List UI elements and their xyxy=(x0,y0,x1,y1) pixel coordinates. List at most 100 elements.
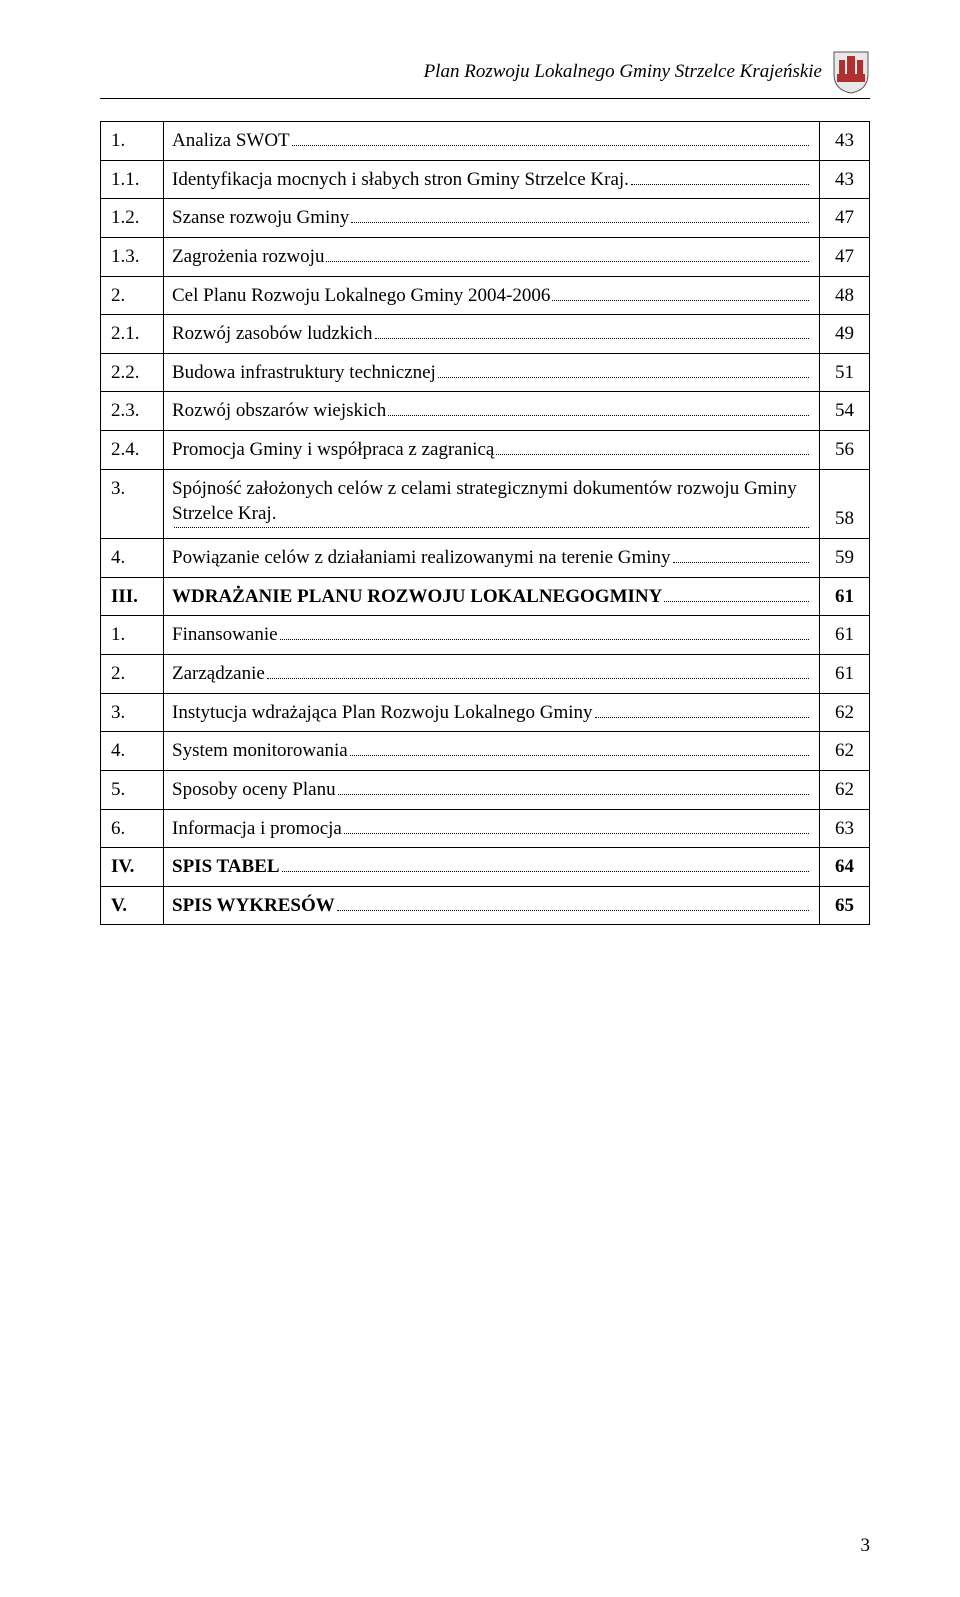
toc-row-number: 4. xyxy=(101,732,164,771)
toc-leader-dots xyxy=(344,833,809,834)
toc-row-label-cell: Cel Planu Rozwoju Lokalnego Gminy 2004-2… xyxy=(164,276,820,315)
toc-leader-dots xyxy=(337,910,809,911)
toc-row-label-cell: SPIS WYKRESÓW xyxy=(164,886,820,925)
toc-row-label: Instytucja wdrażająca Plan Rozwoju Lokal… xyxy=(172,700,593,726)
page-number: 3 xyxy=(861,1535,871,1557)
tower-right xyxy=(857,60,863,76)
toc-entry: Rozwój zasobów ludzkich xyxy=(172,321,811,347)
toc-row-number: 1.3. xyxy=(101,237,164,276)
toc-entry: Analiza SWOT xyxy=(172,128,811,154)
toc-row-page: 62 xyxy=(820,693,870,732)
table-row: 2. Cel Planu Rozwoju Lokalnego Gminy 2004… xyxy=(101,276,870,315)
toc-row-page: 56 xyxy=(820,431,870,470)
toc-row-page: 47 xyxy=(820,199,870,238)
toc-row-label-cell: Informacja i promocja xyxy=(164,809,820,848)
toc-row-label-cell: Budowa infrastruktury technicznej xyxy=(164,353,820,392)
toc-row-page: 61 xyxy=(820,654,870,693)
toc-row-label: Promocja Gminy i współpraca z zagranicą xyxy=(172,437,494,463)
toc-leader-dots xyxy=(174,527,809,528)
toc-entry: Sposoby oceny Planu xyxy=(172,777,811,803)
toc-leader-dots xyxy=(351,222,809,223)
toc-row-label: Rozwój obszarów wiejskich xyxy=(172,398,386,424)
toc-row-label: Spójność założonych celów z celami strat… xyxy=(172,476,811,527)
toc-leader-dots xyxy=(375,338,809,339)
toc-row-label-cell: Zarządzanie xyxy=(164,654,820,693)
toc-row-label-cell: Finansowanie xyxy=(164,616,820,655)
table-row: V.SPIS WYKRESÓW65 xyxy=(101,886,870,925)
toc-entry: SPIS TABEL xyxy=(172,854,811,880)
toc-entry: Cel Planu Rozwoju Lokalnego Gminy 2004-2… xyxy=(172,283,811,309)
table-row: 3. Instytucja wdrażająca Plan Rozwoju Lok… xyxy=(101,693,870,732)
toc-row-label: Szanse rozwoju Gminy xyxy=(172,205,349,231)
table-row: 2.4.Promocja Gminy i współpraca z zagran… xyxy=(101,431,870,470)
toc-leader-dots xyxy=(282,871,809,872)
toc-entry: WDRAŻANIE PLANU ROZWOJU LOKALNEGOGMINY xyxy=(172,584,811,610)
toc-row-page: 48 xyxy=(820,276,870,315)
table-row: 1.2.Szanse rozwoju Gminy47 xyxy=(101,199,870,238)
toc-entry: Rozwój obszarów wiejskich xyxy=(172,398,811,424)
toc-entry: Identyfikacja mocnych i słabych stron Gm… xyxy=(172,167,811,193)
toc-entry: System monitorowania xyxy=(172,738,811,764)
toc-row-number: 5. xyxy=(101,770,164,809)
toc-row-number: 2. xyxy=(101,654,164,693)
table-row: 1.3. Zagrożenia rozwoju 47 xyxy=(101,237,870,276)
table-row: 1. Analiza SWOT 43 xyxy=(101,122,870,161)
toc-leader-dots xyxy=(350,755,809,756)
toc-row-label: System monitorowania xyxy=(172,738,348,764)
toc-row-label: Budowa infrastruktury technicznej xyxy=(172,360,436,386)
toc-row-label-cell: Sposoby oceny Planu xyxy=(164,770,820,809)
toc-leader-dots xyxy=(673,562,809,563)
toc-entry: Finansowanie xyxy=(172,622,811,648)
toc-row-number: 1. xyxy=(101,122,164,161)
toc-leader-dots xyxy=(292,145,809,146)
toc-row-page: 62 xyxy=(820,732,870,771)
toc-entry: Spójność założonych celów z celami strat… xyxy=(172,476,811,532)
toc-row-number: 4. xyxy=(101,539,164,578)
toc-row-label: WDRAŻANIE PLANU ROZWOJU LOKALNEGOGMINY xyxy=(172,584,662,610)
toc-row-label-cell: System monitorowania xyxy=(164,732,820,771)
toc-row-number: 2.3. xyxy=(101,392,164,431)
wall xyxy=(837,74,865,82)
page-header: Plan Rozwoju Lokalnego Gminy Strzelce Kr… xyxy=(100,50,870,99)
toc-row-page: 47 xyxy=(820,237,870,276)
toc-row-number: 1.1. xyxy=(101,160,164,199)
toc-row-number: 2. xyxy=(101,276,164,315)
table-row: 4. Powiązanie celów z działaniami realizo… xyxy=(101,539,870,578)
table-row: 2.2.Budowa infrastruktury technicznej51 xyxy=(101,353,870,392)
toc-row-number: 2.1. xyxy=(101,315,164,354)
toc-entry: Instytucja wdrażająca Plan Rozwoju Lokal… xyxy=(172,700,811,726)
toc-row-page: 54 xyxy=(820,392,870,431)
table-row: 6.Informacja i promocja63 xyxy=(101,809,870,848)
toc-row-label-cell: Analiza SWOT xyxy=(164,122,820,161)
toc-row-label: Informacja i promocja xyxy=(172,816,342,842)
toc-row-label: Zarządzanie xyxy=(172,661,265,687)
toc-row-label: Cel Planu Rozwoju Lokalnego Gminy 2004-2… xyxy=(172,283,550,309)
toc-row-label-cell: SPIS TABEL xyxy=(164,848,820,887)
toc-entry: Zagrożenia rozwoju xyxy=(172,244,811,270)
toc-entry: Szanse rozwoju Gminy xyxy=(172,205,811,231)
toc-row-number: 6. xyxy=(101,809,164,848)
toc-row-number: 2.2. xyxy=(101,353,164,392)
tower-left xyxy=(839,60,845,76)
toc-row-page: 43 xyxy=(820,122,870,161)
table-row: III.WDRAŻANIE PLANU ROZWOJU LOKALNEGOGMI… xyxy=(101,577,870,616)
table-row: 1.1. Identyfikacja mocnych i słabych stro… xyxy=(101,160,870,199)
toc-row-label-cell: Identyfikacja mocnych i słabych stron Gm… xyxy=(164,160,820,199)
toc-row-label-cell: Szanse rozwoju Gminy xyxy=(164,199,820,238)
toc-row-label: Analiza SWOT xyxy=(172,128,290,154)
toc-entry: SPIS WYKRESÓW xyxy=(172,893,811,919)
toc-row-label-cell: Rozwój zasobów ludzkich xyxy=(164,315,820,354)
toc-leader-dots xyxy=(326,261,809,262)
toc-row-number: 3. xyxy=(101,693,164,732)
toc-leader-dots xyxy=(496,454,809,455)
toc-entry: Powiązanie celów z działaniami realizowa… xyxy=(172,545,811,571)
toc-leader-dots xyxy=(338,794,809,795)
table-of-contents: 1. Analiza SWOT 43 1.1. Identyfikacja mocnyc… xyxy=(100,121,870,925)
toc-row-label-cell: WDRAŻANIE PLANU ROZWOJU LOKALNEGOGMINY xyxy=(164,577,820,616)
table-row: 2. Zarządzanie 61 xyxy=(101,654,870,693)
toc-leader-dots xyxy=(552,300,809,301)
toc-row-page: 65 xyxy=(820,886,870,925)
toc-row-label: Sposoby oceny Planu xyxy=(172,777,336,803)
toc-row-label: SPIS TABEL xyxy=(172,854,280,880)
document-page: Plan Rozwoju Lokalnego Gminy Strzelce Kr… xyxy=(0,0,960,1597)
